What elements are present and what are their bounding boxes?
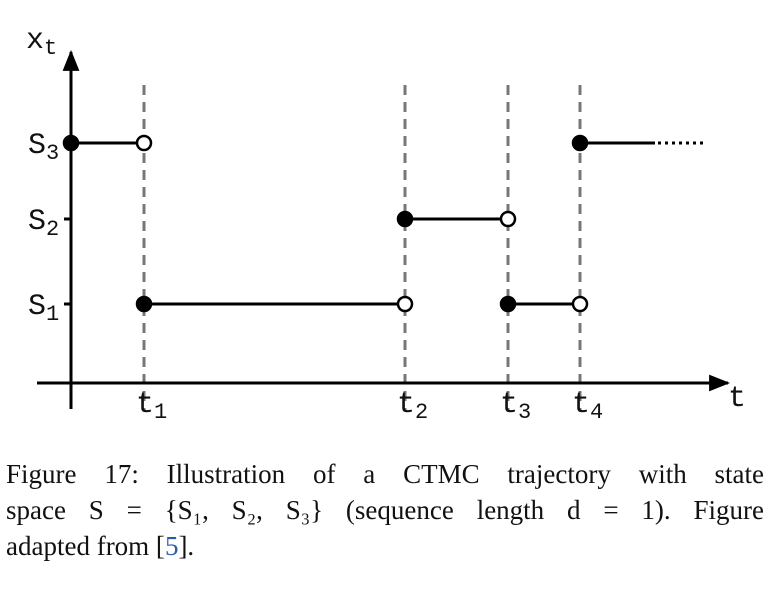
label-base: S [28, 129, 46, 163]
label-base: S [28, 205, 46, 239]
open-point [135, 134, 153, 152]
closed-point [396, 210, 414, 228]
closed-point [135, 295, 153, 313]
figure-caption: Figure 17: Illustration of a CTMC trajec… [6, 456, 764, 564]
label-base: S [28, 290, 46, 324]
x-axis-label: t [728, 382, 746, 416]
state-label: S1 [28, 290, 59, 327]
label-sub: 1 [46, 302, 59, 327]
label-sub: 2 [415, 400, 428, 425]
label-sub: 2 [46, 217, 59, 242]
label-base: t [397, 388, 415, 422]
caption-text: ]. [178, 531, 195, 561]
y-axis-label: xt [26, 24, 57, 61]
open-point [499, 210, 517, 228]
open-point [396, 295, 414, 313]
time-label: t3 [500, 388, 531, 425]
caption-line: Figure 17: Illustration of a CTMC trajec… [6, 459, 764, 489]
time-label: t2 [397, 388, 428, 425]
closed-point [62, 134, 80, 152]
closed-point [571, 134, 589, 152]
time-label: t1 [136, 388, 167, 425]
label-sub: t [44, 36, 57, 61]
closed-point [499, 295, 517, 313]
state-label: S2 [28, 205, 59, 242]
state-label: S3 [28, 129, 59, 166]
caption-line: space S = {S₁, S₂, S₃} (sequence length … [6, 495, 764, 525]
citation-link[interactable]: 5 [164, 531, 179, 561]
label-base: x [26, 24, 44, 58]
caption-text: adapted from [ [6, 531, 165, 561]
trajectory-diagram: xt t S1 S2 S3 t1 t2 t3 t4 [26, 24, 746, 425]
label-base: t [572, 388, 590, 422]
label-base: t [500, 388, 518, 422]
endpoints [62, 134, 589, 313]
label-sub: 3 [46, 141, 59, 166]
segments [71, 141, 705, 306]
time-lines [142, 85, 582, 410]
time-label: t4 [572, 388, 603, 425]
label-base: t [136, 388, 154, 422]
label-sub: 4 [590, 400, 603, 425]
label-sub: 3 [518, 400, 531, 425]
open-point [571, 295, 589, 313]
label-sub: 1 [154, 400, 167, 425]
caption-line: adapted from [5]. [6, 528, 764, 564]
